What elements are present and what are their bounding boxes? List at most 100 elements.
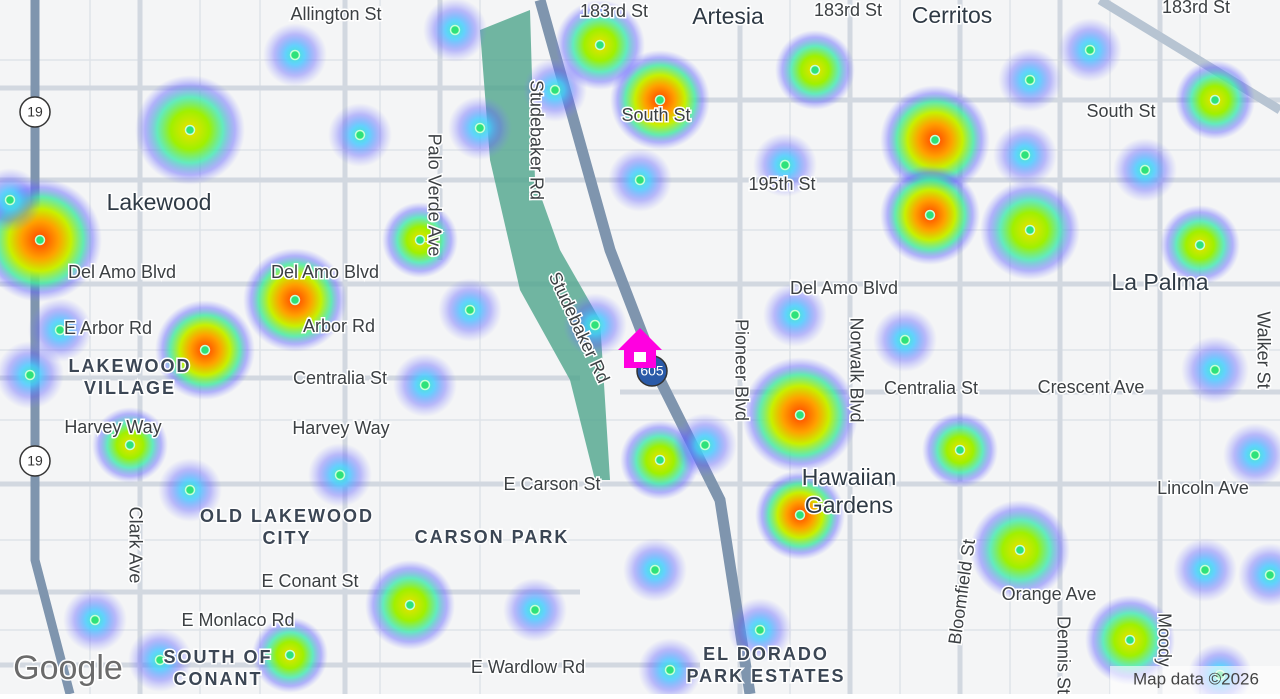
heat-point xyxy=(1209,94,1221,106)
heat-point xyxy=(54,324,66,336)
heat-point xyxy=(594,39,606,51)
street-label: South St xyxy=(1086,101,1155,121)
place-label: La Palma xyxy=(1111,269,1208,295)
heat-point xyxy=(289,294,301,306)
heat-point xyxy=(954,444,966,456)
street-label: Norwalk Blvd xyxy=(846,317,866,422)
street-label: E Arbor Rd xyxy=(64,318,152,338)
heat-point xyxy=(789,309,801,321)
heat-blob xyxy=(0,168,42,232)
heat-point xyxy=(649,564,661,576)
neighborhood-label: EL DORADO xyxy=(703,644,829,664)
street-label: Lincoln Ave xyxy=(1157,478,1249,498)
heat-point xyxy=(1139,164,1151,176)
street-label: Palo Verde Ave xyxy=(424,134,444,257)
street-label: E Wardlow Rd xyxy=(471,657,585,677)
heat-point xyxy=(1249,449,1261,461)
street-label: South St xyxy=(621,105,690,125)
place-label: Cerritos xyxy=(912,2,993,28)
heat-point xyxy=(449,24,461,36)
heat-point xyxy=(529,604,541,616)
street-label: 183rd St xyxy=(1162,0,1230,17)
neighborhood-label: CARSON PARK xyxy=(415,527,570,547)
heat-point xyxy=(929,134,941,146)
heat-point xyxy=(634,174,646,186)
heat-point xyxy=(1019,149,1031,161)
heat-point xyxy=(474,122,486,134)
route-shield xyxy=(19,96,51,128)
heat-point xyxy=(404,599,416,611)
heat-point xyxy=(414,234,426,246)
street-label: 195th St xyxy=(748,174,815,194)
heat-point xyxy=(184,484,196,496)
heat-point xyxy=(1209,364,1221,376)
street-label: 183rd St xyxy=(580,1,648,21)
neighborhood-label: CONANT xyxy=(174,669,263,689)
heat-point xyxy=(1194,239,1206,251)
heat-point xyxy=(654,454,666,466)
heat-point xyxy=(1024,74,1036,86)
heat-point xyxy=(354,129,366,141)
route-number: 19 xyxy=(27,453,43,469)
street-label: Centralia St xyxy=(884,378,978,398)
street-label: Moody xyxy=(1154,613,1174,667)
neighborhood-label: PARK ESTATES xyxy=(686,666,845,686)
street-label: Dennis St xyxy=(1053,616,1073,694)
street-label: Orange Ave xyxy=(1002,584,1097,604)
street-label: Studebaker Rd xyxy=(526,80,546,200)
attribution-bg xyxy=(1110,666,1280,694)
street-label: E Carson St xyxy=(503,474,600,494)
heat-point xyxy=(754,624,766,636)
neighborhood-label: CITY xyxy=(262,528,311,548)
route-shield xyxy=(19,445,51,477)
street-label: E Conant St xyxy=(261,571,358,591)
street-label: Del Amo Blvd xyxy=(790,278,898,298)
street-label: Del Amo Blvd xyxy=(68,262,176,282)
street-label: E Monlaco Rd xyxy=(181,610,294,630)
heat-point xyxy=(589,319,601,331)
heat-point xyxy=(334,469,346,481)
heat-point xyxy=(794,509,806,521)
street-label: Arbor Rd xyxy=(303,316,375,336)
street-label: Del Amo Blvd xyxy=(271,262,379,282)
street-label: Harvey Way xyxy=(292,418,389,438)
heat-point xyxy=(4,194,16,206)
place-label: Artesia xyxy=(692,3,764,29)
heat-point xyxy=(1084,44,1096,56)
street-label: Crescent Ave xyxy=(1038,377,1145,397)
heat-point xyxy=(1124,634,1136,646)
street-label: Pioneer Blvd xyxy=(731,319,751,421)
heat-point xyxy=(809,64,821,76)
place-label: Lakewood xyxy=(107,189,212,215)
heat-point xyxy=(24,369,36,381)
heat-point xyxy=(464,304,476,316)
heat-point xyxy=(154,654,166,666)
attribution: Map data ©2026 xyxy=(1133,669,1259,688)
heat-point xyxy=(1199,564,1211,576)
street-label: Harvey Way xyxy=(64,417,161,437)
heat-point xyxy=(1024,224,1036,236)
place-label: Gardens xyxy=(805,492,893,518)
place-label: Hawaiian xyxy=(802,464,897,490)
street-label: Allington St xyxy=(290,4,381,24)
street-label: Centralia St xyxy=(293,368,387,388)
neighborhood-label: VILLAGE xyxy=(84,378,176,398)
heat-point xyxy=(1264,569,1276,581)
heat-point xyxy=(664,664,676,676)
heat-point xyxy=(899,334,911,346)
heat-point xyxy=(184,124,196,136)
heat-point xyxy=(794,409,806,421)
heat-point xyxy=(289,49,301,61)
heat-point xyxy=(699,439,711,451)
street-label: Walker St xyxy=(1253,311,1273,388)
neighborhood-label: LAKEWOOD xyxy=(69,356,192,376)
route-number: 19 xyxy=(27,104,43,120)
google-logo: Google xyxy=(13,649,123,687)
heat-point xyxy=(419,379,431,391)
heat-point xyxy=(124,439,136,451)
home-marker xyxy=(618,328,662,368)
neighborhood-label: OLD LAKEWOOD xyxy=(200,506,374,526)
